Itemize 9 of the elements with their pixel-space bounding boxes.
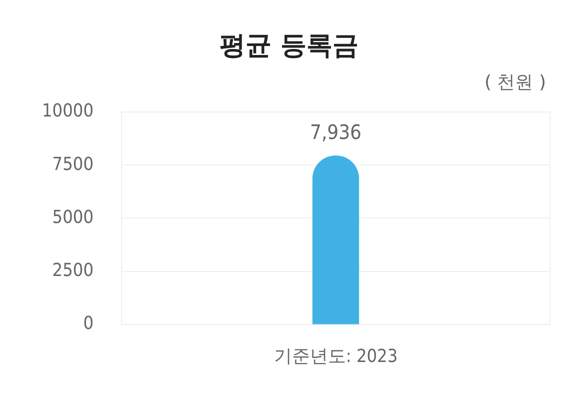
x-tick-label: 기준년도: 2023	[274, 346, 398, 367]
data-label: 7,936	[310, 120, 362, 144]
y-axis-title: ( 천원 )	[484, 71, 546, 94]
y-tick-label: 7500	[52, 154, 94, 175]
chart-title: 평균 등록금	[218, 30, 360, 63]
y-tick-label: 2500	[52, 260, 94, 281]
y-tick-label: 0	[83, 313, 94, 334]
y-tick-label: 10000	[42, 100, 94, 122]
y-tick-label: 5000	[52, 206, 94, 228]
